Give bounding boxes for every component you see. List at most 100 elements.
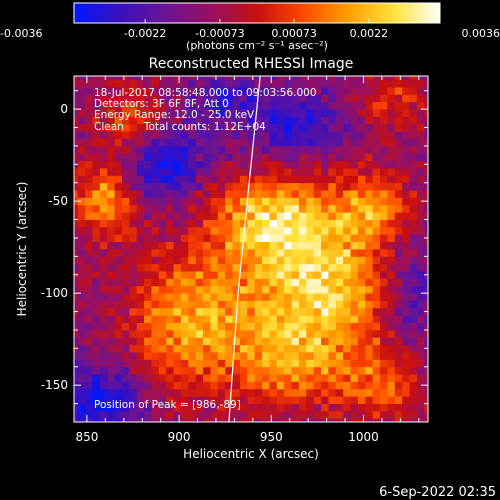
heatmap-cell [107,65,115,73]
heatmap-cell [424,300,428,309]
heatmap-cell [424,315,428,324]
heatmap-cell [321,344,329,353]
heatmap-cell [409,381,418,390]
heatmap-cell [210,76,219,81]
heatmap-cell [284,263,292,272]
heatmap-cell [74,396,79,404]
heatmap-cell [166,249,174,257]
heatmap-cell [173,329,182,338]
heatmap-cell [424,241,428,250]
heatmap-cell [173,234,182,243]
heatmap-cell [254,293,263,301]
heatmap-cell [166,131,174,139]
heatmap-cell [365,329,374,338]
heatmap-cell [232,352,241,360]
heatmap-cell [380,307,388,316]
heatmap-cell [92,76,101,81]
heatmap-cell [239,212,248,220]
heatmap-cell [365,212,374,220]
heatmap-cell [409,366,418,375]
heatmap-cell [74,374,79,382]
heatmap-cell [247,138,256,147]
heatmap-cell [158,352,167,360]
heatmap-cell [284,116,292,125]
heatmap-cell [387,271,396,279]
heatmap-cell [306,359,315,368]
heatmap-cell [262,300,270,309]
heatmap-cell [306,234,315,243]
heatmap-cell [92,145,101,154]
heatmap-cell [335,285,344,294]
heatmap-cell [136,329,145,338]
heatmap-cell [262,79,270,88]
heatmap-cell [350,256,359,265]
heatmap-cell [99,182,108,191]
heatmap-cell [114,271,123,279]
heatmap-cell [74,212,79,220]
heatmap-cell [432,411,440,419]
heatmap-cell [144,123,152,132]
heatmap-cell [328,300,337,309]
heatmap-cell [247,418,256,422]
heatmap-cell [77,403,86,412]
heatmap-cell [247,263,256,272]
heatmap-cell [136,359,145,368]
heatmap-cell [158,212,167,220]
heatmap-cell [99,418,108,422]
heatmap-cell [350,418,359,422]
heatmap-cell [158,337,167,346]
heatmap-cell [225,403,233,412]
heatmap-cell [180,182,189,191]
heatmap-cell [328,212,337,220]
heatmap-cell [136,241,145,250]
heatmap-cell [372,337,381,346]
heatmap-cell [85,109,93,117]
heatmap-cell [136,344,145,353]
heatmap-cell [74,410,79,419]
heatmap-cell [166,307,174,316]
heatmap-cell [151,226,160,235]
heatmap-cell [85,300,93,309]
heatmap-cell [350,168,359,176]
heatmap-cell [284,410,292,419]
heatmap-cell [121,271,130,279]
heatmap-cell [247,300,256,309]
heatmap-cell [269,212,278,220]
heatmap-cell [239,263,248,272]
heatmap-cell [306,322,315,331]
heatmap-cell [335,131,344,139]
heatmap-cell [409,278,418,287]
heatmap-cell [121,315,130,324]
heatmap-cell [151,426,159,434]
heatmap-cell [239,87,248,95]
heatmap-cell [85,145,93,154]
heatmap-cell [180,352,189,360]
heatmap-cell [432,330,440,338]
heatmap-cell [276,352,285,360]
heatmap-cell [107,366,115,375]
heatmap-cell [129,182,138,191]
heatmap-cell [335,344,344,353]
heatmap-cell [77,396,86,404]
heatmap-cell [262,322,270,331]
heatmap-cell [313,410,322,419]
heatmap-cell [158,381,167,390]
heatmap-cell [269,359,278,368]
heatmap-cell [247,76,256,81]
heatmap-cell [136,293,145,301]
heatmap-cell [395,65,403,73]
heatmap-cell [335,359,344,368]
heatmap-cell [173,410,182,419]
heatmap-cell [335,381,344,390]
heatmap-cell [166,168,174,176]
heatmap-cell [151,315,160,324]
heatmap-cell [166,271,174,279]
heatmap-cell [144,153,152,162]
heatmap-cell [195,263,204,272]
heatmap-cell [92,175,101,184]
heatmap-cell [99,145,108,154]
heatmap-cell [394,109,403,117]
heatmap-cell [92,403,101,412]
heatmap-cell [432,278,440,286]
heatmap-cell [306,138,315,147]
